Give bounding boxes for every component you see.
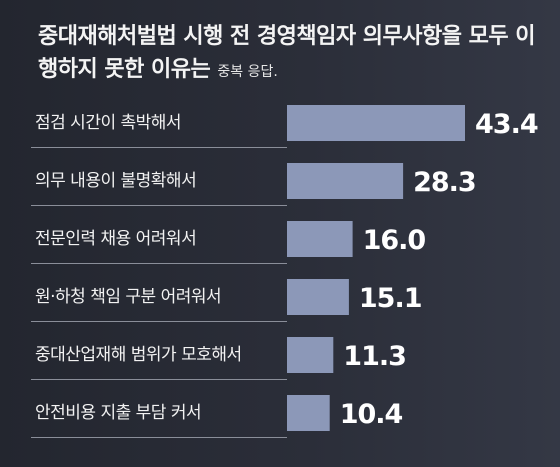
category-row: 원·하청 책임 구분 어려워서	[31, 274, 287, 322]
category-label: 안전비용 지출 부담 커서	[35, 403, 202, 423]
bar	[287, 395, 330, 431]
chart-title: 중대재해처벌법 시행 전 경영책임자 의무사항을 모두 이행하지 못한 이유는 …	[38, 20, 538, 89]
category-label: 점검 시간이 촉박해서	[35, 113, 182, 133]
bar	[287, 163, 404, 199]
value-label: 10.4	[340, 399, 403, 430]
value-label: 16.0	[363, 225, 426, 256]
value-label: 11.3	[343, 341, 406, 372]
category-label: 의무 내용이 불명확해서	[35, 171, 197, 191]
category-label: 중대산업재해 범위가 모호해서	[35, 345, 242, 365]
category-label: 전문인력 채용 어려워서	[35, 229, 197, 249]
category-label: 원·하청 책임 구분 어려워서	[35, 287, 222, 307]
bar	[287, 221, 353, 257]
category-row: 점검 시간이 촉박해서	[31, 100, 287, 148]
bar	[287, 279, 349, 315]
value-label: 15.1	[359, 283, 422, 314]
bar	[287, 105, 465, 141]
value-label: 43.4	[475, 109, 538, 140]
chart-title-text: 중대재해처벌법 시행 전 경영책임자 의무사항을 모두 이행하지 못한 이유는	[38, 24, 535, 82]
category-row: 중대산업재해 범위가 모호해서	[31, 332, 287, 380]
category-row: 의무 내용이 불명확해서	[31, 158, 287, 206]
category-row: 전문인력 채용 어려워서	[31, 216, 287, 264]
bar	[287, 337, 334, 373]
chart-subtitle: 중복 응답.	[217, 64, 278, 80]
category-row: 안전비용 지출 부담 커서	[31, 390, 287, 438]
value-label: 28.3	[413, 167, 476, 198]
